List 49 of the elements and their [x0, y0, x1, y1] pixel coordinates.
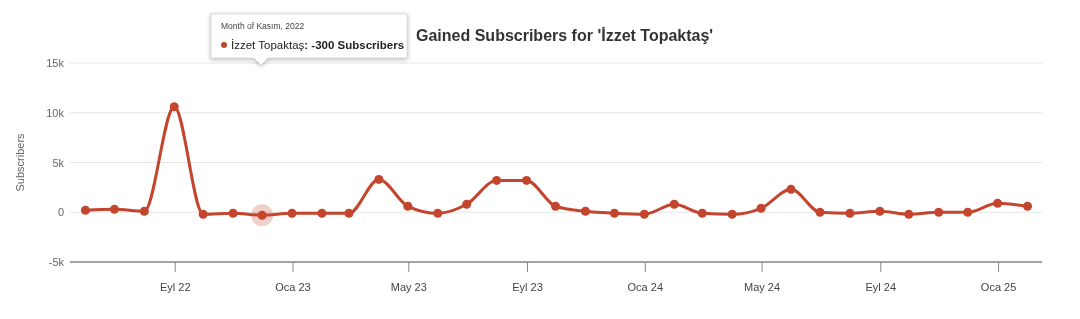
y-tick-label: 5k — [52, 156, 65, 169]
point — [228, 208, 238, 218]
point — [875, 206, 885, 216]
point — [522, 175, 532, 185]
point — [697, 208, 707, 218]
point — [580, 206, 590, 216]
point — [551, 201, 561, 211]
text: : -300 Subscribers — [304, 39, 405, 51]
point — [845, 208, 855, 218]
point — [403, 201, 413, 211]
y-tick-label: 0 — [57, 206, 64, 219]
point — [1023, 201, 1033, 211]
point — [904, 209, 914, 219]
x-tick-label: Oca 23 — [275, 281, 311, 293]
point — [993, 198, 1003, 208]
chart-title: Gained Subscribers for 'İzzet Topaktaş' — [416, 27, 714, 44]
point — [492, 175, 502, 185]
point — [198, 209, 208, 219]
point — [287, 208, 297, 218]
point — [433, 208, 443, 218]
point — [727, 209, 737, 219]
point — [80, 205, 90, 215]
point — [963, 207, 973, 217]
x-tick-label: Eyl 23 — [512, 281, 543, 293]
point — [317, 208, 327, 218]
point — [639, 209, 649, 219]
text: Month of Kasım, 2022 — [221, 21, 305, 31]
x-tick-label: Eyl 22 — [159, 281, 191, 293]
x-tick-label: May 24 — [744, 281, 781, 293]
y-axis-title: Subscribers — [14, 132, 26, 192]
point — [786, 184, 796, 194]
point — [462, 199, 472, 209]
point — [169, 102, 179, 112]
point — [344, 208, 354, 218]
point — [139, 206, 149, 216]
point — [756, 203, 766, 213]
y-tick-label: -5k — [48, 256, 65, 268]
x-tick-label: Oca 25 — [980, 281, 1017, 293]
point — [374, 174, 384, 184]
y-tick-label: 10k — [46, 106, 65, 119]
point — [934, 207, 944, 217]
y-tick-label: 15k — [46, 57, 65, 69]
point — [669, 199, 679, 209]
x-tick-label: May 23 — [390, 281, 427, 293]
point — [609, 208, 619, 218]
x-tick-label: Oca 24 — [627, 281, 664, 293]
point — [815, 207, 825, 217]
x-tick-label: Eyl 24 — [865, 281, 897, 293]
point — [109, 204, 119, 214]
